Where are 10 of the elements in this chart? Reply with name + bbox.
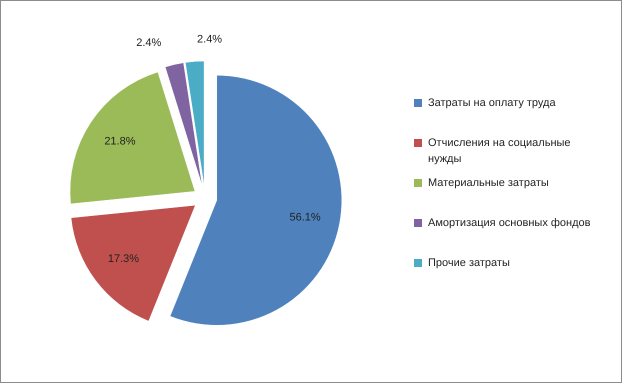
data-label: 17.3%: [108, 253, 140, 266]
legend-label: Затраты на оплату труда: [428, 96, 556, 109]
data-label: 2.4%: [197, 33, 222, 46]
data-label: 21.8%: [104, 136, 136, 148]
legend-label: Материальные затраты: [428, 176, 549, 189]
legend-label: Прочие затраты: [428, 256, 510, 269]
data-label: 2.4%: [136, 36, 162, 49]
legend-label: Амортизация основных фондов: [428, 216, 591, 229]
legend-label: Отчисления на социальные нужды: [428, 136, 571, 165]
data-label: 56.1%: [290, 211, 321, 224]
